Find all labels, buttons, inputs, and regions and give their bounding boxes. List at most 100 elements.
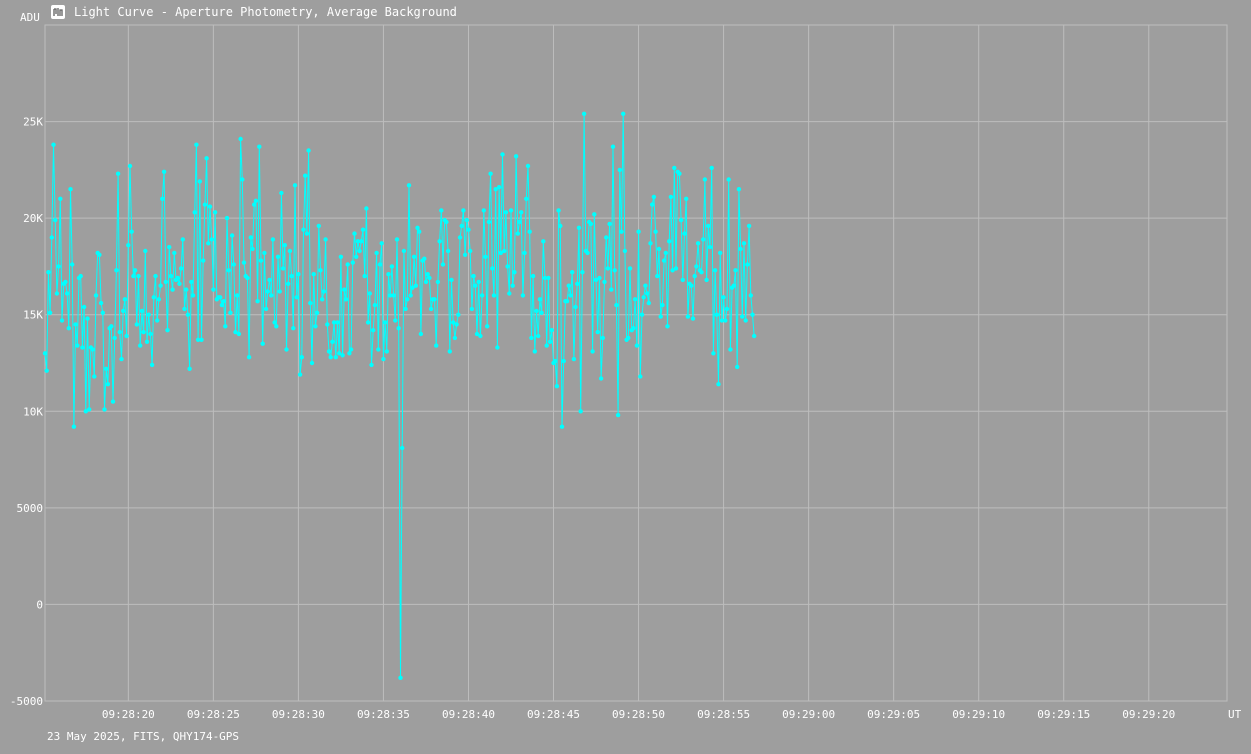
data-point <box>320 297 325 302</box>
data-point <box>622 248 628 254</box>
data-point <box>748 293 753 298</box>
data-point <box>53 217 58 223</box>
data-point <box>682 231 687 236</box>
data-point <box>714 312 719 317</box>
data-point <box>119 356 124 362</box>
x-tick-label: 09:28:50 <box>612 708 665 721</box>
data-point <box>598 376 604 381</box>
data-point <box>328 355 333 360</box>
data-point <box>485 324 490 329</box>
data-point <box>189 279 194 285</box>
data-point <box>605 266 611 271</box>
data-point <box>410 285 415 290</box>
data-point <box>507 291 512 296</box>
data-point <box>64 291 70 296</box>
data-point <box>280 266 286 271</box>
data-point <box>63 279 68 285</box>
data-point <box>156 297 162 302</box>
data-point <box>262 250 267 256</box>
data-point <box>731 283 736 288</box>
data-point <box>736 187 742 192</box>
data-point <box>192 210 197 215</box>
y-axis-label: ADU <box>20 11 40 24</box>
y-tick-label: -5000 <box>10 695 43 708</box>
data-point <box>651 194 657 200</box>
data-point <box>661 258 667 263</box>
title-bar: Light Curve - Aperture Photometry, Avera… <box>51 4 457 20</box>
x-axis: 09:28:20 09:28:25 09:28:30 09:28:35 09:28:40… <box>102 708 1175 721</box>
data-point <box>326 349 332 354</box>
data-point <box>221 299 226 304</box>
data-point <box>529 335 534 341</box>
data-point <box>81 304 87 310</box>
data-point <box>519 210 524 215</box>
data-point <box>723 318 728 323</box>
data-point <box>597 275 602 281</box>
data-point <box>374 250 379 256</box>
y-tick-label: 10K <box>23 405 43 418</box>
data-point <box>83 409 89 414</box>
data-point <box>49 235 54 240</box>
plot-frame <box>44 24 1228 702</box>
data-point <box>321 289 327 294</box>
data-point <box>580 270 585 275</box>
data-point <box>121 308 126 314</box>
data-point <box>738 246 743 252</box>
y-tick-label: 20K <box>23 212 43 225</box>
data-point <box>466 227 471 232</box>
data-point <box>432 297 437 302</box>
data-point <box>335 320 340 325</box>
data-point <box>417 229 422 234</box>
data-point <box>270 237 276 242</box>
data-point <box>272 320 277 325</box>
data-point <box>604 235 609 240</box>
data-point <box>709 165 714 171</box>
x-tick-label: 09:29:20 <box>1122 708 1175 721</box>
data-point <box>553 358 558 364</box>
data-point <box>170 287 175 292</box>
data-point <box>235 293 240 298</box>
data-point <box>593 277 599 283</box>
data-point <box>68 187 73 192</box>
data-point <box>415 225 420 230</box>
data-point <box>260 341 265 346</box>
data-point <box>318 268 323 273</box>
data-point <box>369 362 374 368</box>
data-point <box>115 171 121 176</box>
data-point <box>73 322 78 327</box>
data-point <box>286 281 291 286</box>
data-point <box>556 208 561 213</box>
data-point <box>498 250 503 256</box>
data-point <box>304 231 310 236</box>
data-point <box>275 254 281 259</box>
data-point <box>348 347 354 352</box>
data-point <box>316 223 321 229</box>
data-point <box>240 177 245 182</box>
data-point <box>547 339 553 344</box>
data-point <box>388 293 393 298</box>
data-point <box>309 360 315 366</box>
data-point <box>396 326 401 331</box>
data-point <box>677 171 682 176</box>
data-point <box>202 202 208 207</box>
data-point <box>559 424 565 429</box>
data-point <box>117 329 123 335</box>
data-point <box>520 293 526 298</box>
data-point <box>78 273 83 279</box>
data-point <box>357 248 362 254</box>
data-point <box>238 136 243 142</box>
data-point <box>168 273 174 279</box>
data-point <box>158 283 163 288</box>
data-point <box>673 266 679 271</box>
data-point <box>447 349 452 354</box>
data-point <box>184 287 189 292</box>
data-point <box>258 258 264 263</box>
data-point <box>444 219 449 225</box>
data-point <box>391 293 396 298</box>
data-point <box>457 235 463 240</box>
data-point <box>668 194 674 200</box>
data-point <box>143 248 148 254</box>
data-point <box>646 300 651 306</box>
data-point <box>546 275 551 281</box>
